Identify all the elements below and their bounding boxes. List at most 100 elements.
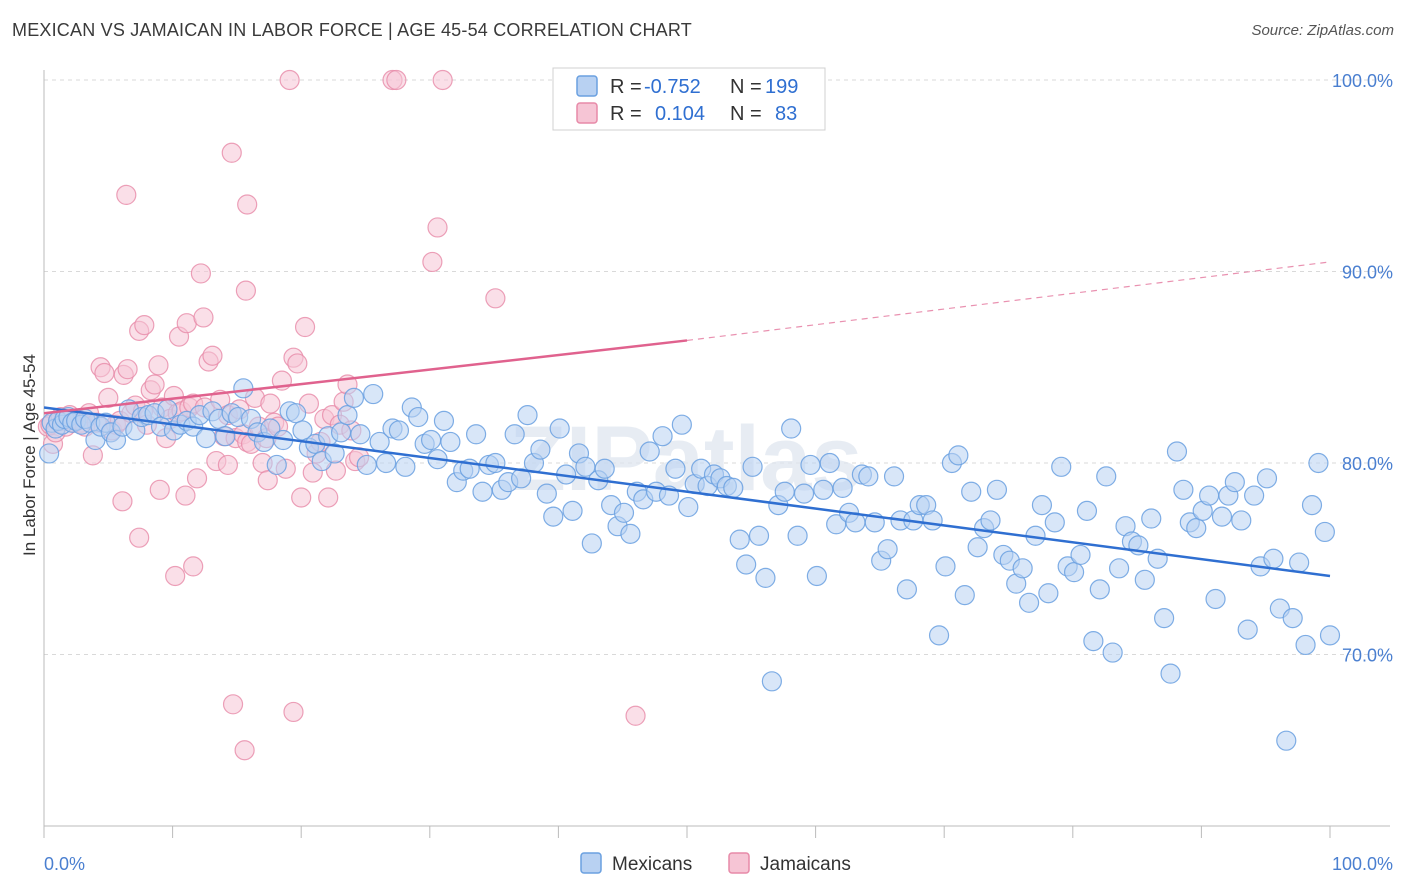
jamaicans-point bbox=[235, 280, 257, 301]
mexicans-point bbox=[433, 410, 455, 431]
mexicans-point bbox=[363, 383, 384, 405]
mexicans-point bbox=[1263, 548, 1284, 569]
mexicans-point bbox=[729, 529, 750, 550]
mexicans-point bbox=[1308, 452, 1329, 474]
jamaicans-point bbox=[427, 217, 448, 238]
mexicans-point bbox=[1154, 608, 1175, 629]
mexicans-point bbox=[1038, 583, 1059, 604]
jamaicans-point bbox=[202, 345, 223, 366]
jamaicans-point bbox=[222, 694, 244, 715]
jamaicans-point bbox=[257, 470, 278, 491]
mexicans-point bbox=[388, 420, 410, 441]
mexicans-point bbox=[1276, 730, 1297, 751]
mexicans-point bbox=[440, 431, 461, 453]
mexicans-point bbox=[266, 454, 287, 476]
mexicans-point bbox=[465, 424, 487, 445]
jamaicans-point bbox=[98, 387, 119, 408]
mexicans-point bbox=[350, 424, 371, 445]
legend-swatch-jamaicans bbox=[576, 102, 598, 124]
mexicans-point bbox=[1063, 562, 1085, 583]
mexicans-point bbox=[195, 428, 217, 449]
mexicans-point bbox=[1224, 472, 1245, 493]
mexicans-point bbox=[877, 539, 898, 560]
mexicans-point bbox=[536, 483, 557, 504]
jamaicans-point bbox=[190, 263, 211, 284]
mexicans-point bbox=[594, 458, 615, 479]
jamaicans-point bbox=[183, 556, 204, 577]
jamaicans-point bbox=[291, 487, 312, 508]
mexicans-point bbox=[665, 458, 686, 479]
mexicans-point bbox=[1301, 495, 1323, 516]
jamaicans-point bbox=[149, 479, 170, 500]
mexicans-point bbox=[1018, 592, 1040, 613]
mexicans-point bbox=[652, 426, 673, 447]
mexicans-point bbox=[1044, 512, 1065, 533]
mexicans-point bbox=[1314, 521, 1335, 543]
mexicans-point bbox=[157, 399, 178, 420]
mexicans-point bbox=[793, 483, 815, 504]
mexicans-point bbox=[356, 454, 377, 476]
mexicans-point bbox=[858, 466, 879, 487]
mexicans-point bbox=[343, 387, 365, 408]
bottom-legend-swatch-jamaicans bbox=[728, 852, 750, 874]
mexicans-point bbox=[39, 443, 60, 464]
bottom-legend: Mexicans Jamaicans bbox=[580, 852, 851, 875]
mexicans-point bbox=[1096, 466, 1117, 487]
jamaicans-point bbox=[134, 315, 155, 336]
jamaicans-point bbox=[625, 705, 646, 726]
mexicans-point bbox=[408, 406, 429, 428]
mexicans-point bbox=[1282, 608, 1303, 629]
mexicans-point bbox=[1051, 456, 1072, 477]
mexicans-point bbox=[774, 481, 795, 502]
mexicans-point bbox=[1173, 479, 1194, 500]
bottom-legend-swatch-mexicans bbox=[580, 852, 602, 874]
jamaicans-point bbox=[422, 251, 443, 273]
mexicans-point bbox=[787, 525, 808, 546]
bottom-legend-jamaicans: Jamaicans bbox=[760, 854, 851, 875]
mexicans-point bbox=[375, 452, 397, 474]
mexicans-point bbox=[613, 502, 635, 523]
mexicans-point bbox=[761, 671, 782, 692]
mexicans-point bbox=[736, 554, 757, 575]
mexicans-point bbox=[581, 533, 602, 554]
mexicans-point bbox=[819, 452, 840, 474]
mexicans-point bbox=[742, 456, 763, 477]
legend-r-label-2: R = bbox=[610, 103, 642, 125]
mexicans-point bbox=[472, 481, 493, 502]
jamaicans-point bbox=[279, 69, 300, 91]
jamaicans-point bbox=[283, 701, 304, 723]
mexicans-point bbox=[420, 429, 442, 451]
legend-swatch-mexicans bbox=[576, 75, 598, 97]
mexicans-point bbox=[1256, 468, 1278, 489]
mexicans-point bbox=[1166, 441, 1188, 462]
y-tick-label: 100.0% bbox=[1332, 71, 1393, 91]
mexicans-point bbox=[530, 439, 551, 460]
legend-r-label-1: R = bbox=[610, 76, 642, 98]
mexicans-point bbox=[233, 378, 254, 399]
mexicans-point bbox=[928, 625, 950, 646]
jamaicans-point bbox=[129, 527, 150, 548]
legend-box: R = -0.752 N = 199 R = 0.104 N = 83 bbox=[552, 67, 826, 131]
y-tick-label: 90.0% bbox=[1342, 263, 1393, 283]
mexicans-point bbox=[1108, 558, 1130, 579]
legend-n-label-2: N = bbox=[730, 103, 762, 125]
jamaicans-point bbox=[193, 307, 214, 328]
jamaicans-point bbox=[221, 142, 242, 163]
mexicans-point bbox=[800, 454, 821, 476]
mexicans-point bbox=[543, 506, 564, 527]
mexicans-point bbox=[1012, 558, 1033, 579]
legend-r-value-1: -0.752 bbox=[644, 76, 701, 98]
jamaicans-point bbox=[165, 565, 186, 587]
legend-r-value-2: 0.104 bbox=[655, 103, 705, 125]
mexicans-point bbox=[723, 477, 744, 498]
mexicans-point bbox=[806, 565, 827, 587]
jamaicans-point bbox=[175, 485, 196, 506]
jamaicans-point bbox=[217, 454, 238, 476]
mexicans-point bbox=[986, 479, 1008, 500]
jamaicans-point bbox=[386, 69, 407, 91]
jamaicans-point bbox=[485, 288, 506, 309]
mexicans-point bbox=[1244, 485, 1265, 506]
mexicans-point bbox=[922, 510, 943, 531]
mexicans-point bbox=[896, 579, 918, 600]
